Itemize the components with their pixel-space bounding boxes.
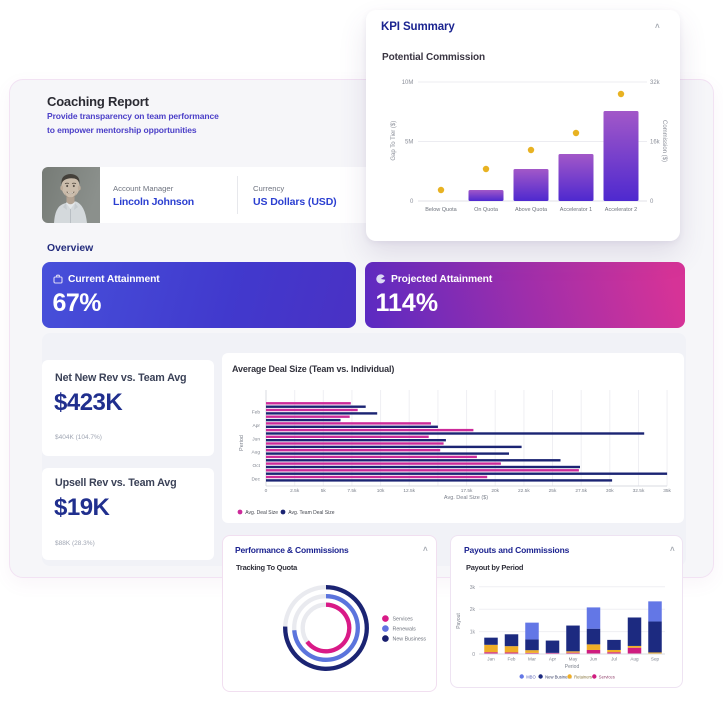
svg-text:7.5k: 7.5k [347, 488, 357, 494]
svg-text:Oct: Oct [253, 463, 261, 469]
svg-text:Feb: Feb [508, 657, 516, 662]
svg-text:Mar: Mar [528, 657, 536, 662]
svg-text:0: 0 [472, 652, 475, 658]
svg-text:Dec: Dec [251, 477, 260, 483]
svg-text:Jul: Jul [611, 657, 617, 662]
svg-text:Jan: Jan [487, 657, 495, 662]
svg-text:Apr: Apr [253, 423, 261, 429]
svg-text:Below Quota: Below Quota [425, 207, 457, 213]
svg-text:32.5k: 32.5k [633, 488, 645, 494]
svg-text:New Business: New Business [393, 637, 427, 643]
svg-text:Aug: Aug [630, 657, 639, 662]
svg-text:Avg. Team Deal Size: Avg. Team Deal Size [288, 510, 334, 516]
svg-text:2.5k: 2.5k [290, 488, 300, 494]
svg-text:Renewals: Renewals [393, 627, 417, 633]
svg-text:20k: 20k [491, 488, 499, 494]
svg-text:Services: Services [393, 617, 414, 623]
svg-text:17.5k: 17.5k [461, 488, 473, 494]
svg-text:30k: 30k [606, 488, 614, 494]
svg-text:Sep: Sep [651, 657, 660, 662]
svg-text:5k: 5k [321, 488, 327, 494]
svg-text:2k: 2k [470, 607, 476, 613]
svg-text:Gap To Tier ($): Gap To Tier ($) [391, 121, 397, 161]
svg-text:Services: Services [599, 674, 615, 679]
svg-text:0: 0 [410, 199, 414, 205]
svg-text:May: May [569, 657, 578, 662]
svg-text:Accelerator 1: Accelerator 1 [560, 207, 592, 213]
svg-text:On Quota: On Quota [474, 207, 499, 213]
svg-text:1k: 1k [470, 630, 476, 636]
svg-text:22.5k: 22.5k [518, 488, 530, 494]
svg-text:Period: Period [239, 435, 245, 451]
svg-text:Jun: Jun [252, 436, 260, 442]
svg-text:25k: 25k [549, 488, 557, 494]
svg-text:MBO: MBO [526, 674, 536, 679]
svg-text:Above Quota: Above Quota [515, 207, 548, 213]
svg-text:Period: Period [565, 664, 580, 670]
svg-text:5M: 5M [405, 140, 413, 146]
svg-text:Apr: Apr [549, 657, 557, 662]
svg-text:12.5k: 12.5k [403, 488, 415, 494]
svg-text:Accelerator 2: Accelerator 2 [605, 207, 637, 213]
svg-text:35k: 35k [663, 488, 671, 494]
svg-text:10k: 10k [377, 488, 385, 494]
svg-text:3k: 3k [470, 585, 476, 591]
svg-text:Payout: Payout [456, 613, 462, 629]
svg-text:32k: 32k [650, 80, 661, 86]
svg-text:Commission ($): Commission ($) [661, 120, 667, 162]
svg-text:10M: 10M [402, 80, 414, 86]
svg-text:16k: 16k [650, 140, 661, 146]
svg-text:Avg. Deal Size: Avg. Deal Size [245, 510, 278, 516]
svg-text:Jun: Jun [590, 657, 598, 662]
svg-text:Feb: Feb [252, 410, 261, 416]
svg-text:Aug: Aug [251, 450, 260, 456]
svg-text:0: 0 [650, 199, 654, 205]
svg-text:Retainers: Retainers [574, 674, 592, 679]
svg-text:Avg. Deal Size ($): Avg. Deal Size ($) [444, 495, 488, 501]
svg-text:27.5k: 27.5k [575, 488, 587, 494]
svg-text:New Business: New Business [545, 674, 572, 679]
svg-text:0: 0 [265, 488, 268, 494]
